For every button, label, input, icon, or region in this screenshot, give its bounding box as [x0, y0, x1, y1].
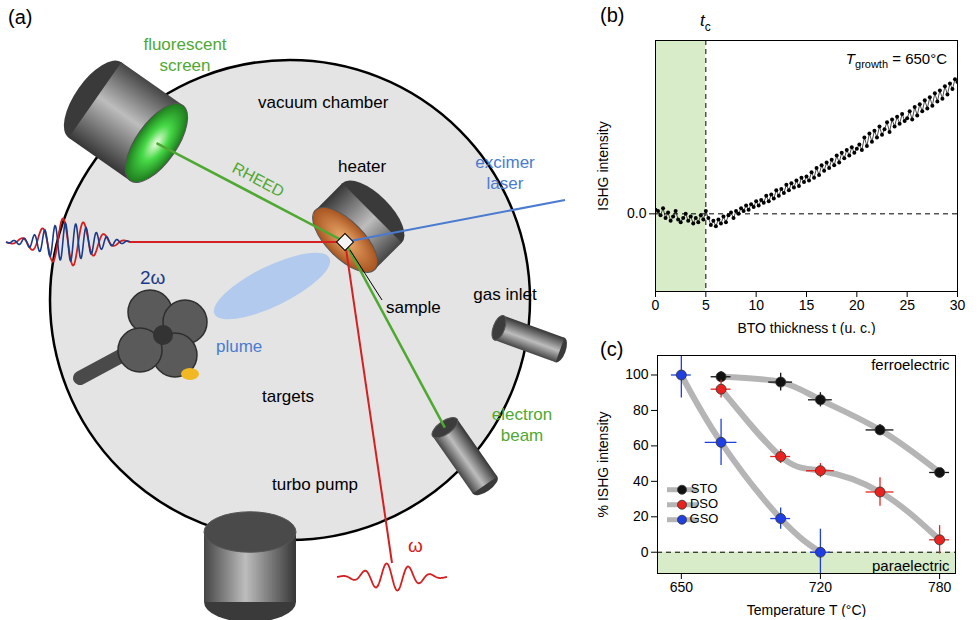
svg-text:20: 20 [849, 297, 865, 313]
svg-text:ISHG intensity: ISHG intensity [595, 121, 611, 210]
svg-text:ω: ω [408, 535, 423, 556]
svg-text:10: 10 [748, 297, 764, 313]
svg-text:80: 80 [633, 402, 649, 418]
svg-text:0: 0 [652, 297, 660, 313]
svg-text:heater: heater [338, 157, 387, 176]
svg-text:780: 780 [928, 579, 952, 595]
svg-text:DSO: DSO [690, 496, 718, 511]
svg-text:targets: targets [262, 387, 314, 406]
svg-text:RHEED: RHEED [230, 159, 287, 200]
svg-text:vacuum chamber: vacuum chamber [258, 93, 389, 112]
svg-text:(a): (a) [8, 6, 32, 28]
svg-text:Temperature T (°C): Temperature T (°C) [747, 602, 866, 618]
svg-text:20: 20 [633, 508, 649, 524]
svg-text:60: 60 [633, 437, 649, 453]
svg-text:30: 30 [950, 297, 966, 313]
svg-text:% ISHG intensity: % ISHG intensity [595, 412, 611, 518]
html-text:(b): (b) [600, 4, 625, 26]
svg-text:100: 100 [625, 366, 649, 382]
svg-text:720: 720 [809, 579, 833, 595]
svg-text:turbo pump: turbo pump [272, 475, 358, 494]
svg-text:excimerlaser: excimerlaser [475, 153, 535, 193]
svg-text:650: 650 [670, 579, 694, 595]
svg-text:STO: STO [691, 481, 718, 496]
svg-text:2ω: 2ω [140, 267, 166, 288]
svg-text:fluorescentscreen: fluorescentscreen [143, 35, 226, 75]
html-text:(c): (c) [600, 338, 624, 360]
svg-text:15: 15 [799, 297, 815, 313]
svg-text:40: 40 [633, 473, 649, 489]
svg-text:BTO thickness t (u. c.): BTO thickness t (u. c.) [737, 320, 875, 336]
svg-text:Tgrowth = 650°C: Tgrowth = 650°C [846, 50, 947, 70]
svg-text:ferroelectric: ferroelectric [871, 356, 950, 373]
svg-text:GSO: GSO [690, 511, 719, 526]
svg-text:5: 5 [702, 297, 710, 313]
svg-text:plume: plume [216, 337, 262, 356]
svg-text:gas inlet: gas inlet [473, 285, 537, 304]
svg-text:paraelectric: paraelectric [872, 557, 950, 574]
svg-text:0.0: 0.0 [627, 205, 647, 221]
svg-text:sample: sample [386, 298, 441, 317]
svg-text:25: 25 [899, 297, 915, 313]
svg-text:electronbeam: electronbeam [492, 405, 552, 445]
svg-text:0: 0 [641, 544, 649, 560]
svg-text:tc: tc [700, 11, 711, 34]
